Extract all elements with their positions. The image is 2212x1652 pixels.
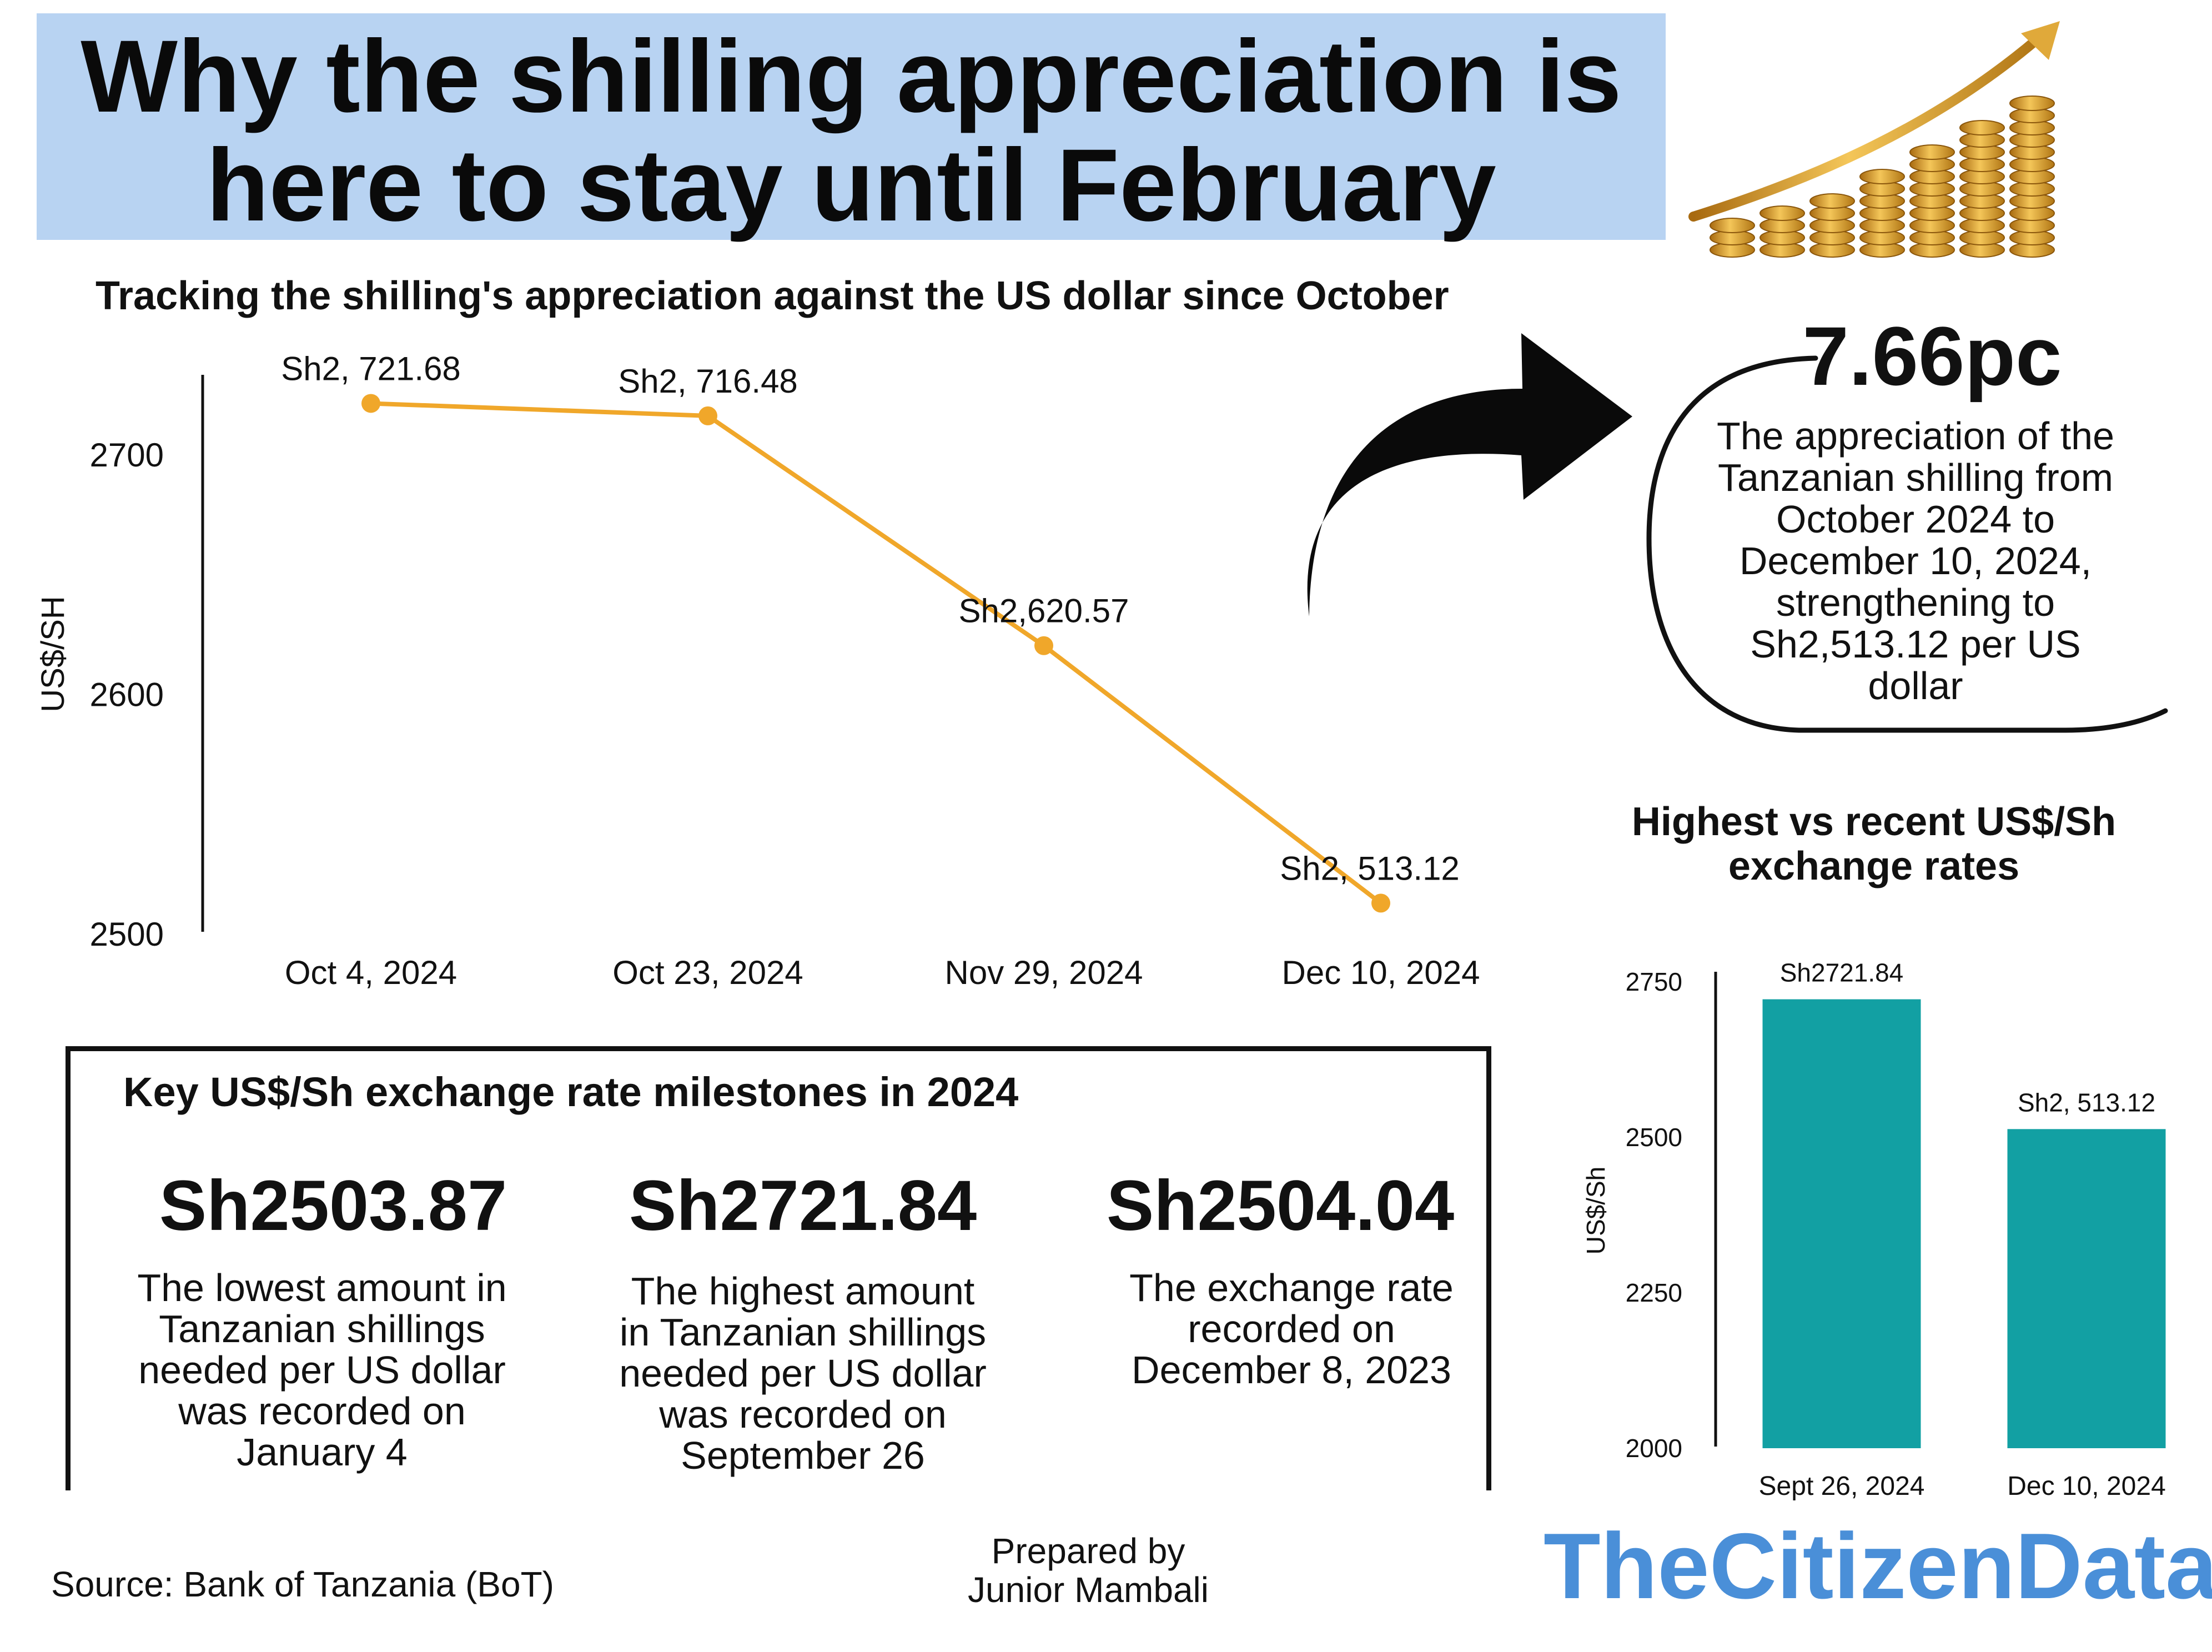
callout-line: strengthening to [1776, 581, 2055, 624]
line-data-label: Sh2, 513.12 [1280, 850, 1460, 887]
milestone-line: The highest amount [631, 1269, 975, 1313]
bar-x-tick-label: Dec 10, 2024 [2007, 1472, 2166, 1501]
milestone-line: was recorded on [659, 1393, 947, 1436]
bar-y-axis-label: US$/Sh [1581, 1167, 1610, 1255]
bar-chart: US$/Sh 2000 2250 2500 2750 Sh2721.84 Sept 26… [1581, 958, 2166, 1501]
milestone-line: September 26 [681, 1434, 925, 1477]
main-title: Why the shilling appreciation is here to… [37, 22, 1666, 240]
bar-y-tick-label: 2750 [1626, 967, 1682, 996]
line-data-label: Sh2, 716.48 [618, 363, 798, 400]
callout-line: dollar [1868, 664, 1963, 707]
brand-logo: TheCitizenData [1544, 1514, 2212, 1618]
prepared-by: Prepared by Junior Mambali [944, 1532, 1233, 1609]
line-chart-title: Tracking the shilling's appreciation aga… [95, 274, 1449, 318]
line-chart: US$/SH 2500 2600 2700 Sh2, 721.68 Sh2, 716.… [35, 350, 1480, 991]
callout-text: The appreciation of the Tanzanian shilli… [1688, 415, 2143, 707]
bar [2007, 1129, 2166, 1448]
bar-chart-title-line-2: exchange rates [1728, 844, 2020, 888]
prepared-by-label: Prepared by [991, 1531, 1185, 1571]
bar-data-label: Sh2, 513.12 [2018, 1088, 2155, 1117]
milestone-value: Sh2721.84 [629, 1166, 977, 1246]
milestone-line: December 8, 2023 [1132, 1348, 1451, 1392]
bar-chart-title: Highest vs recent US$/Sh exchange rates [1588, 800, 2160, 888]
milestone-line: needed per US dollar [619, 1352, 987, 1395]
line-x-tick-label: Oct 4, 2024 [285, 954, 457, 991]
milestones-title: Key US$/Sh exchange rate milestones in 2… [123, 1069, 1019, 1115]
line-x-tick-label: Oct 23, 2024 [612, 954, 803, 991]
line-y-axis-label: US$/SH [35, 596, 71, 712]
bar [1762, 999, 1921, 1448]
milestone-line: recorded on [1188, 1307, 1395, 1350]
line-y-tick-label: 2500 [90, 916, 164, 953]
milestone-description: The highest amount in Tanzanian shilling… [581, 1271, 1025, 1476]
milestone-description: The lowest amount in Tanzanian shillings… [100, 1267, 544, 1473]
bar-y-tick-label: 2500 [1626, 1123, 1682, 1152]
line-point [1034, 636, 1053, 655]
line-x-tick-label: Dec 10, 2024 [1282, 954, 1480, 991]
line-y-tick-label: 2700 [90, 436, 164, 474]
milestone-line: January 4 [237, 1430, 408, 1474]
callout-line: Sh2,513.12 per US [1750, 622, 2081, 666]
title-banner [37, 13, 1666, 240]
main-title-line-1: Why the shilling appreciation is [81, 19, 1622, 134]
prepared-by-author: Junior Mambali [968, 1570, 1209, 1610]
line-data-label: Sh2,620.57 [959, 592, 1129, 630]
bar-y-tick-label: 2250 [1626, 1278, 1682, 1307]
line-point [361, 394, 380, 413]
line-point [1371, 893, 1390, 913]
line-point [698, 406, 717, 425]
milestone-value: Sh2503.87 [159, 1166, 507, 1246]
milestone-line: in Tanzanian shillings [619, 1310, 987, 1354]
gold-coins-rising-arrow-icon [1688, 21, 2060, 258]
callout-percent: 7.66pc [1802, 309, 2062, 403]
source-note: Source: Bank of Tanzania (BoT) [51, 1564, 554, 1604]
callout-line: December 10, 2024, [1739, 539, 2092, 583]
line-y-tick-label: 2600 [90, 676, 164, 714]
bar-data-label: Sh2721.84 [1780, 958, 1904, 987]
milestone-description: The exchange rate recorded on December 8… [1069, 1267, 1514, 1390]
callout-line: The appreciation of the [1716, 414, 2115, 458]
callout-line: Tanzanian shilling from [1717, 456, 2114, 499]
line-data-label: Sh2, 721.68 [281, 350, 461, 387]
line-x-tick-label: Nov 29, 2024 [945, 954, 1143, 991]
milestone-line: The exchange rate [1129, 1266, 1454, 1309]
milestones-box [66, 1046, 1491, 1490]
milestone-line: was recorded on [178, 1389, 466, 1433]
bar-x-tick-label: Sept 26, 2024 [1759, 1472, 1925, 1501]
main-title-line-2: here to stay until February [206, 128, 1496, 243]
milestone-value: Sh2504.04 [1106, 1166, 1455, 1246]
line-series [370, 401, 1382, 905]
curved-arrow-icon [1307, 333, 1632, 616]
bar-y-tick-label: 2000 [1626, 1434, 1682, 1463]
callout-bubble [1646, 355, 2168, 733]
milestone-line: Tanzanian shillings [159, 1307, 485, 1350]
milestone-line: needed per US dollar [138, 1348, 506, 1392]
bar-chart-title-line-1: Highest vs recent US$/Sh [1631, 800, 2117, 844]
callout-line: October 2024 to [1776, 498, 2055, 541]
milestone-line: The lowest amount in [137, 1266, 507, 1309]
